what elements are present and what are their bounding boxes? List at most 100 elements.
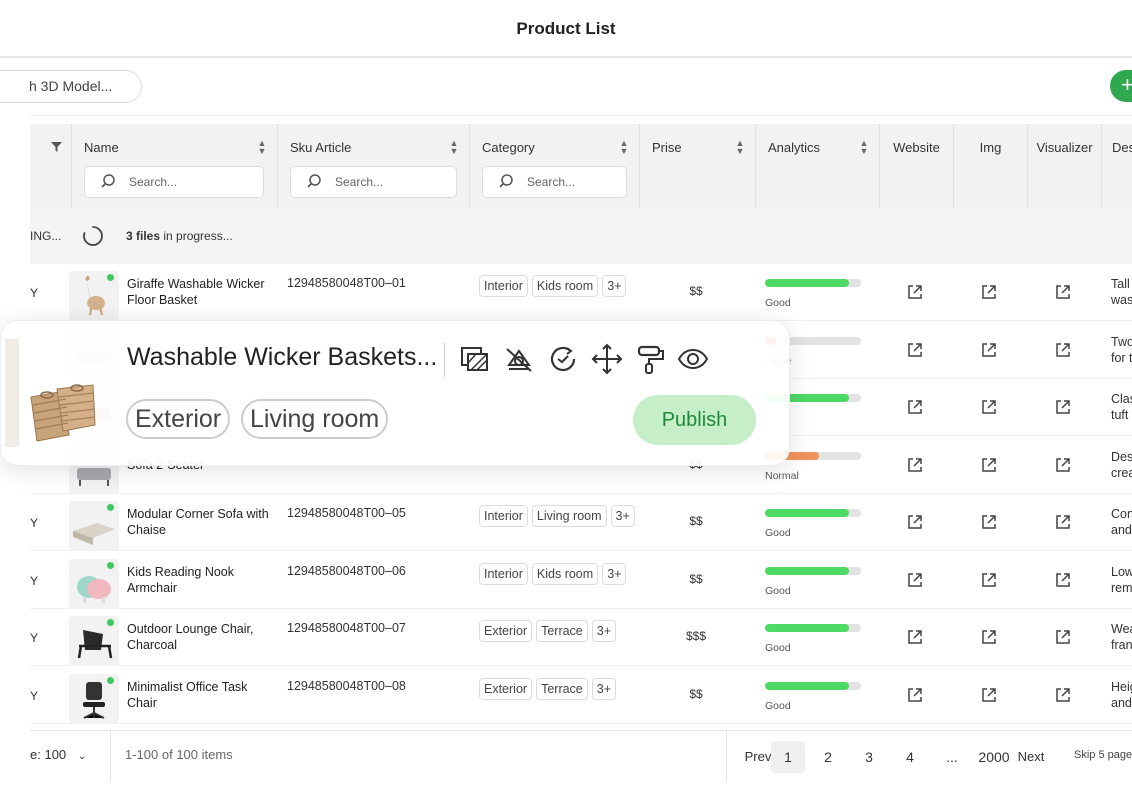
external-link-icon[interactable] <box>1054 283 1072 301</box>
product-name[interactable]: Outdoor Lounge Chair, Charcoal <box>127 622 254 652</box>
panel-tag-exterior[interactable]: Exterior <box>126 399 231 439</box>
external-link-icon[interactable] <box>980 283 998 301</box>
sort-icon[interactable]: ▲ ▼ <box>257 138 267 156</box>
table-row[interactable]: Y Modular Corner Sofa with Chaise 12948580… <box>30 494 1132 551</box>
external-link-icon[interactable] <box>980 341 998 359</box>
external-link-icon[interactable] <box>906 283 924 301</box>
no-ar-icon[interactable] <box>503 343 535 375</box>
external-link-icon[interactable] <box>1054 398 1072 416</box>
external-link-icon[interactable] <box>1054 456 1072 474</box>
textures-icon[interactable] <box>459 343 491 375</box>
product-name[interactable]: Minimalist Office Task Chair <box>127 679 248 710</box>
external-link-icon[interactable] <box>906 341 924 359</box>
external-link-icon[interactable] <box>906 398 924 416</box>
category-tag[interactable]: Terrace <box>536 677 588 700</box>
external-link-icon[interactable] <box>980 513 998 531</box>
header-filter-col <box>30 124 72 208</box>
category-tag[interactable]: 3+ <box>591 620 617 642</box>
description-line-2: crea <box>1111 465 1132 480</box>
page-3[interactable]: 3 <box>865 749 873 765</box>
category-tag[interactable]: Kids room <box>531 562 599 585</box>
external-link-icon[interactable] <box>1054 513 1072 531</box>
category-tag[interactable]: Kids room <box>531 275 599 297</box>
category-tag[interactable]: Interior <box>479 562 528 585</box>
category-tag[interactable]: 3+ <box>610 505 635 527</box>
external-link-icon[interactable] <box>980 628 998 646</box>
category-tag[interactable]: Exterior <box>479 620 533 642</box>
page-4[interactable]: 4 <box>906 749 914 765</box>
header-img: Img <box>954 124 1028 208</box>
external-link-icon[interactable] <box>906 456 924 474</box>
category-tag[interactable]: 3+ <box>602 562 627 585</box>
model-search-input[interactable]: h 3D Model... <box>0 70 142 103</box>
prev-button[interactable]: Prev <box>744 749 772 764</box>
rotate-icon[interactable] <box>547 343 579 375</box>
next-button[interactable]: Next <box>1017 749 1045 764</box>
sort-icon[interactable]: ▲ ▼ <box>449 138 459 156</box>
category-tag[interactable]: 3+ <box>602 275 627 297</box>
external-link-icon[interactable] <box>980 398 998 416</box>
publish-button[interactable]: Publish <box>633 395 756 445</box>
header-analytics[interactable]: Analytics ▲ ▼ <box>756 124 880 208</box>
external-link-icon[interactable] <box>1054 686 1072 704</box>
move-icon[interactable] <box>591 343 623 375</box>
external-link-icon[interactable] <box>906 513 924 531</box>
sku-filter-input[interactable]: Search... <box>290 166 457 198</box>
external-link-icon[interactable] <box>1054 571 1072 589</box>
search-icon <box>101 174 115 188</box>
spinner-icon <box>83 226 103 246</box>
external-link-icon[interactable] <box>980 571 998 589</box>
analytics-fill <box>765 451 819 460</box>
panel-tag-living-room[interactable]: Living room <box>241 399 389 439</box>
header-category[interactable]: Category ▲ ▼ Search... <box>470 124 640 208</box>
analytics-label: Normal <box>765 469 799 482</box>
header-website-label: Website <box>893 140 940 155</box>
external-link-icon[interactable] <box>980 686 998 704</box>
add-button[interactable]: + <box>1110 70 1132 102</box>
category-tag[interactable]: 3+ <box>591 677 617 700</box>
product-name[interactable]: Modular Corner Sofa with Chaise <box>127 507 269 537</box>
name-filter-input[interactable]: Search... <box>84 166 264 198</box>
filter-icon[interactable] <box>51 142 62 152</box>
category-tag[interactable]: Living room <box>531 505 607 527</box>
page-2[interactable]: 2 <box>824 749 832 765</box>
table-row[interactable]: Y Giraffe Washable Wicker Floor Basket 129… <box>30 264 1132 321</box>
table-row[interactable]: Y Minimalist Office Task Chair 12948580048… <box>30 667 1132 724</box>
header-name[interactable]: Name ▲ ▼ Search... <box>72 124 278 208</box>
sort-icon[interactable]: ▲ ▼ <box>735 138 745 156</box>
external-link-icon[interactable] <box>906 686 924 704</box>
external-link-icon[interactable] <box>980 456 998 474</box>
description-text: Tall was <box>1111 276 1132 308</box>
table-row[interactable]: Y Kids Reading Nook Armchair 12948580048T0… <box>30 552 1132 609</box>
skip-pages-button[interactable]: Skip 5 pages <box>1074 749 1132 761</box>
header-sku[interactable]: Sku Article ▲ ▼ Search... <box>278 124 470 208</box>
external-link-icon[interactable] <box>1054 628 1072 646</box>
external-link-icon[interactable] <box>906 628 924 646</box>
paint-roller-icon[interactable] <box>635 343 667 375</box>
product-name[interactable]: Giraffe Washable Wicker Floor Basket <box>127 277 265 307</box>
product-name[interactable]: Kids Reading Nook Armchair <box>127 564 235 595</box>
eye-icon[interactable] <box>677 343 709 375</box>
product-thumbnail[interactable] <box>69 558 119 609</box>
page-1[interactable]: 1 <box>771 741 805 773</box>
table-row[interactable]: Y Outdoor Lounge Chair, Charcoal 129485800… <box>30 609 1132 666</box>
sort-icon[interactable]: ▲ ▼ <box>859 138 869 156</box>
category-tag[interactable]: Interior <box>479 275 528 297</box>
product-quick-panel: Washable Wicker Baskets... Exterior Livi… <box>0 320 790 466</box>
external-link-icon[interactable] <box>906 571 924 589</box>
header-analytics-label: Analytics <box>768 140 821 155</box>
progress-text: 3 files in progress... <box>126 229 233 243</box>
analytics-fill <box>765 279 850 287</box>
sort-icon[interactable]: ▲ ▼ <box>619 138 629 156</box>
product-thumbnail[interactable] <box>69 271 119 321</box>
per-page-select[interactable]: e: 100 ⌄ <box>30 747 86 762</box>
page-last[interactable]: 2000 <box>978 749 1010 765</box>
header-desc: Des <box>1102 124 1132 208</box>
header-price[interactable]: Prise ▲ ▼ <box>640 124 756 208</box>
category-tags: Interior Kids room 3+ <box>479 562 627 585</box>
external-link-icon[interactable] <box>1054 341 1072 359</box>
category-tag[interactable]: Terrace <box>536 620 588 642</box>
category-tag[interactable]: Exterior <box>479 677 533 700</box>
category-filter-input[interactable]: Search... <box>482 166 627 198</box>
category-tag[interactable]: Interior <box>479 505 528 527</box>
